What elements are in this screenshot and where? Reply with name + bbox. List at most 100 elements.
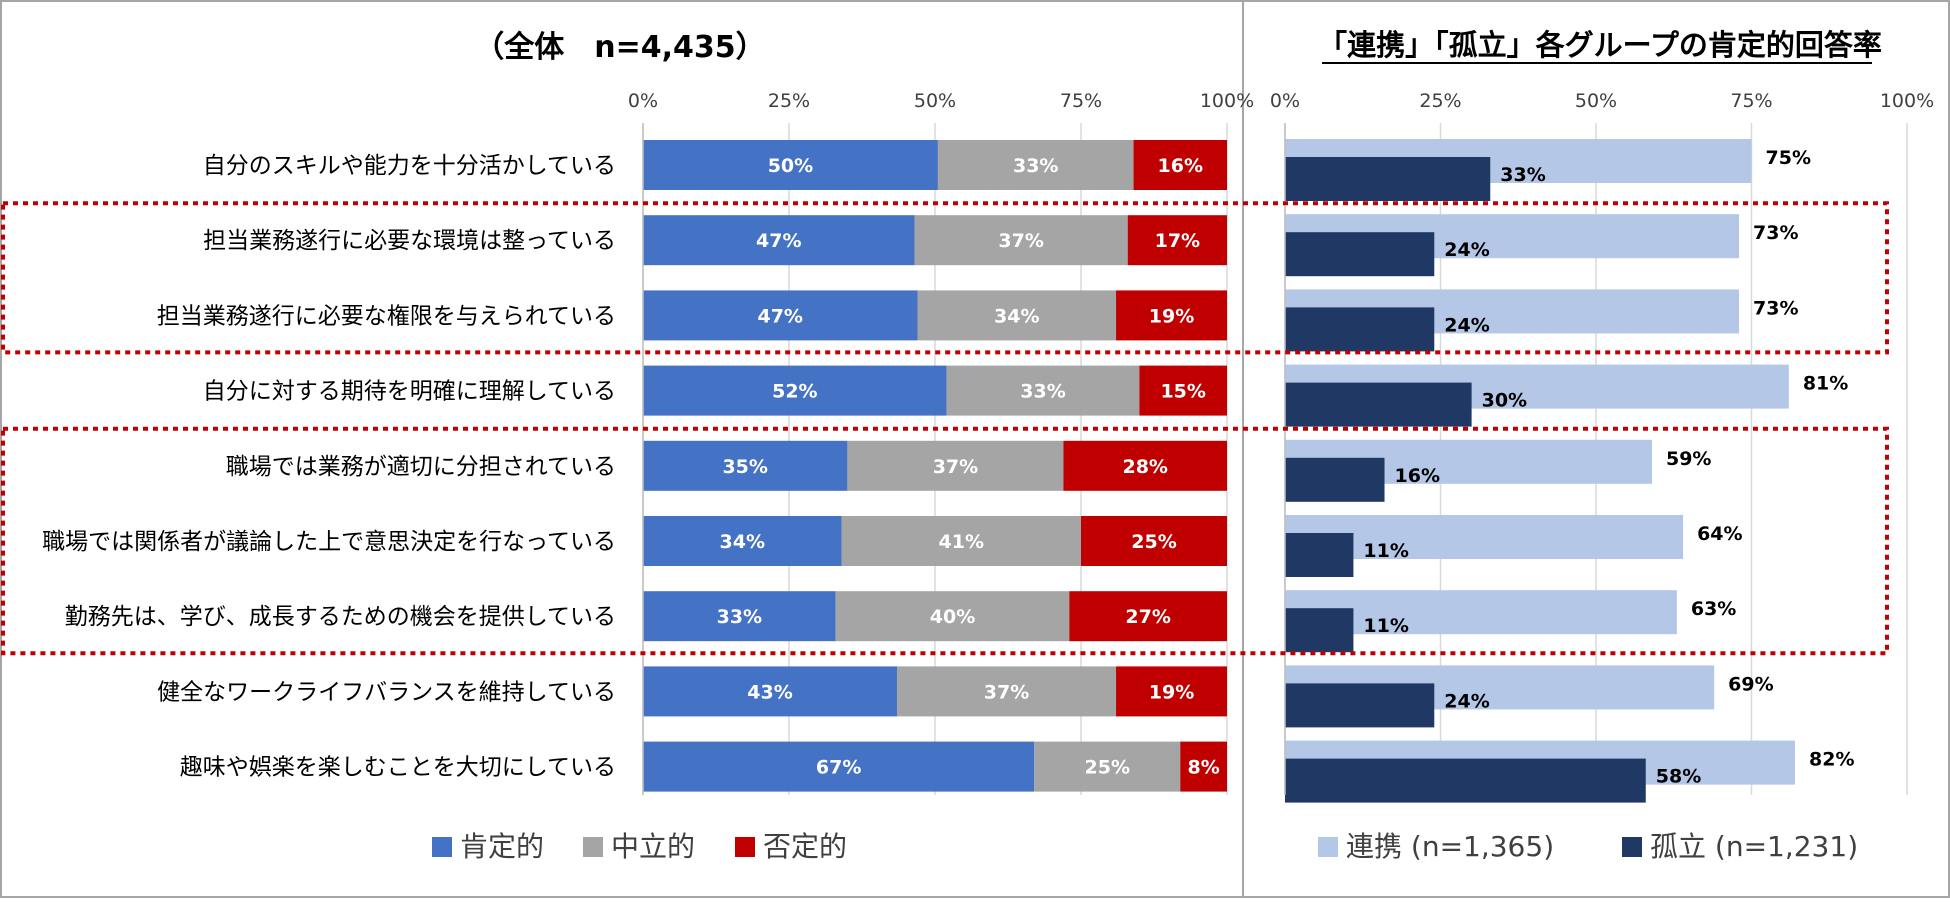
left-data-label: 15%	[1160, 381, 1205, 403]
legend-swatch	[432, 837, 452, 857]
legend-label: 孤立 (n=1,231)	[1650, 830, 1858, 863]
right-x-tick-label: 25%	[1419, 90, 1461, 112]
left-bar-positive	[643, 741, 1035, 792]
category-label: 趣味や娯楽を楽しむことを大切にしている	[180, 755, 616, 781]
left-bar-positive	[643, 440, 848, 491]
right-x-tick-label: 100%	[1880, 90, 1934, 112]
left-bar-positive	[643, 591, 836, 642]
left-x-tick-label: 100%	[1200, 90, 1254, 112]
left-bar-positive	[643, 666, 898, 717]
right-bar-koritsu	[1285, 382, 1472, 427]
right-x-tick-label: 75%	[1730, 90, 1772, 112]
left-bar-positive	[643, 140, 938, 190]
right-data-label-koritsu: 58%	[1656, 766, 1701, 788]
left-bar-positive	[643, 516, 842, 566]
right-data-label-renkei: 73%	[1753, 297, 1798, 319]
left-bar-positive	[643, 290, 918, 341]
left-x-tick-label: 0%	[628, 90, 658, 112]
right-data-label-koritsu: 24%	[1444, 690, 1489, 712]
left-bar-neutral	[847, 440, 1064, 491]
left-data-label: 50%	[768, 155, 813, 177]
highlight-box	[1, 201, 1889, 355]
left-data-label: 37%	[933, 456, 978, 478]
left-data-label: 34%	[720, 531, 765, 553]
left-data-label: 28%	[1122, 456, 1167, 478]
category-label: 自分に対する期待を明確に理解している	[203, 379, 616, 405]
left-data-label: 33%	[1013, 155, 1058, 177]
category-label: 健全なワークライフバランスを維持している	[157, 679, 616, 705]
left-data-label: 8%	[1188, 757, 1220, 779]
right-data-label-koritsu: 24%	[1444, 314, 1489, 336]
left-bar-neutral	[897, 666, 1117, 717]
left-bar-negative	[1139, 365, 1227, 416]
right-data-label-koritsu: 16%	[1395, 465, 1440, 487]
left-data-label: 16%	[1158, 155, 1203, 177]
left-bar-neutral	[937, 140, 1134, 190]
left-bar-neutral	[946, 365, 1140, 416]
legend-swatch	[1318, 837, 1338, 857]
left-data-label: 40%	[930, 606, 975, 628]
legend-swatch	[735, 837, 755, 857]
right-data-label-renkei: 69%	[1728, 673, 1773, 695]
left-data-label: 47%	[757, 305, 802, 327]
right-data-label-renkei: 63%	[1691, 598, 1736, 620]
left-data-label: 34%	[994, 305, 1039, 327]
left-data-label: 37%	[998, 230, 1043, 252]
right-data-label-koritsu: 11%	[1363, 540, 1408, 562]
right-data-label-renkei: 64%	[1697, 523, 1742, 545]
left-data-label: 33%	[1020, 381, 1065, 403]
right-data-label-renkei: 82%	[1809, 749, 1854, 771]
left-data-label: 37%	[984, 681, 1029, 703]
left-data-label: 25%	[1131, 531, 1176, 553]
left-data-label: 27%	[1125, 606, 1170, 628]
left-data-label: 35%	[722, 456, 767, 478]
category-label: 自分のスキルや能力を十分活かしている	[203, 153, 616, 179]
left-data-label: 47%	[756, 230, 801, 252]
right-data-label-koritsu: 11%	[1363, 615, 1408, 637]
legend-label: 中立的	[611, 830, 695, 863]
left-bar-neutral	[841, 516, 1081, 566]
left-bar-neutral	[835, 591, 1070, 642]
right-data-label-koritsu: 33%	[1500, 164, 1545, 186]
right-data-label-renkei: 75%	[1766, 147, 1811, 169]
left-bar-negative	[1116, 290, 1227, 341]
category-label: 職場では業務が適切に分担されている	[226, 454, 616, 480]
right-bar-koritsu	[1285, 608, 1354, 653]
left-title: （全体 n=4,435）	[474, 30, 765, 65]
legend-swatch	[583, 837, 603, 857]
legend-swatch	[1622, 837, 1642, 857]
legend-label: 連携 (n=1,365)	[1346, 830, 1554, 863]
left-data-label: 33%	[717, 606, 762, 628]
category-label: 職場では関係者が議論した上で意思決定を行なっている	[42, 529, 616, 555]
left-data-label: 17%	[1155, 230, 1200, 252]
left-bar-positive	[643, 365, 947, 416]
legend-label: 肯定的	[460, 830, 544, 863]
left-bar-neutral	[917, 290, 1117, 341]
right-x-tick-label: 0%	[1270, 90, 1300, 112]
category-label: 担当業務遂行に必要な権限を与えられている	[157, 303, 616, 329]
left-bar-negative	[1180, 741, 1227, 792]
left-bar-negative	[1133, 140, 1227, 190]
left-bar-negative	[1081, 516, 1227, 566]
category-label: 担当業務遂行に必要な環境は整っている	[203, 228, 616, 254]
right-data-label-koritsu: 24%	[1444, 239, 1489, 261]
left-data-label: 19%	[1149, 305, 1194, 327]
left-bar-negative	[1069, 591, 1227, 642]
right-bar-koritsu	[1285, 232, 1435, 277]
left-data-label: 19%	[1149, 681, 1194, 703]
left-x-tick-label: 50%	[914, 90, 956, 112]
right-bar-koritsu	[1285, 533, 1354, 577]
left-bar-negative	[1063, 440, 1227, 491]
left-data-label: 52%	[772, 381, 817, 403]
category-label: 勤務先は、学び、成長するための機会を提供している	[65, 604, 616, 630]
right-bar-koritsu	[1285, 758, 1646, 803]
left-data-label: 67%	[816, 757, 861, 779]
left-bar-neutral	[1034, 741, 1181, 792]
right-bar-koritsu	[1285, 683, 1435, 728]
left-data-label: 41%	[939, 531, 984, 553]
legend-label: 否定的	[763, 830, 847, 863]
right-data-label-renkei: 81%	[1803, 373, 1848, 395]
left-bar-positive	[643, 215, 915, 266]
left-bar-neutral	[914, 215, 1128, 266]
